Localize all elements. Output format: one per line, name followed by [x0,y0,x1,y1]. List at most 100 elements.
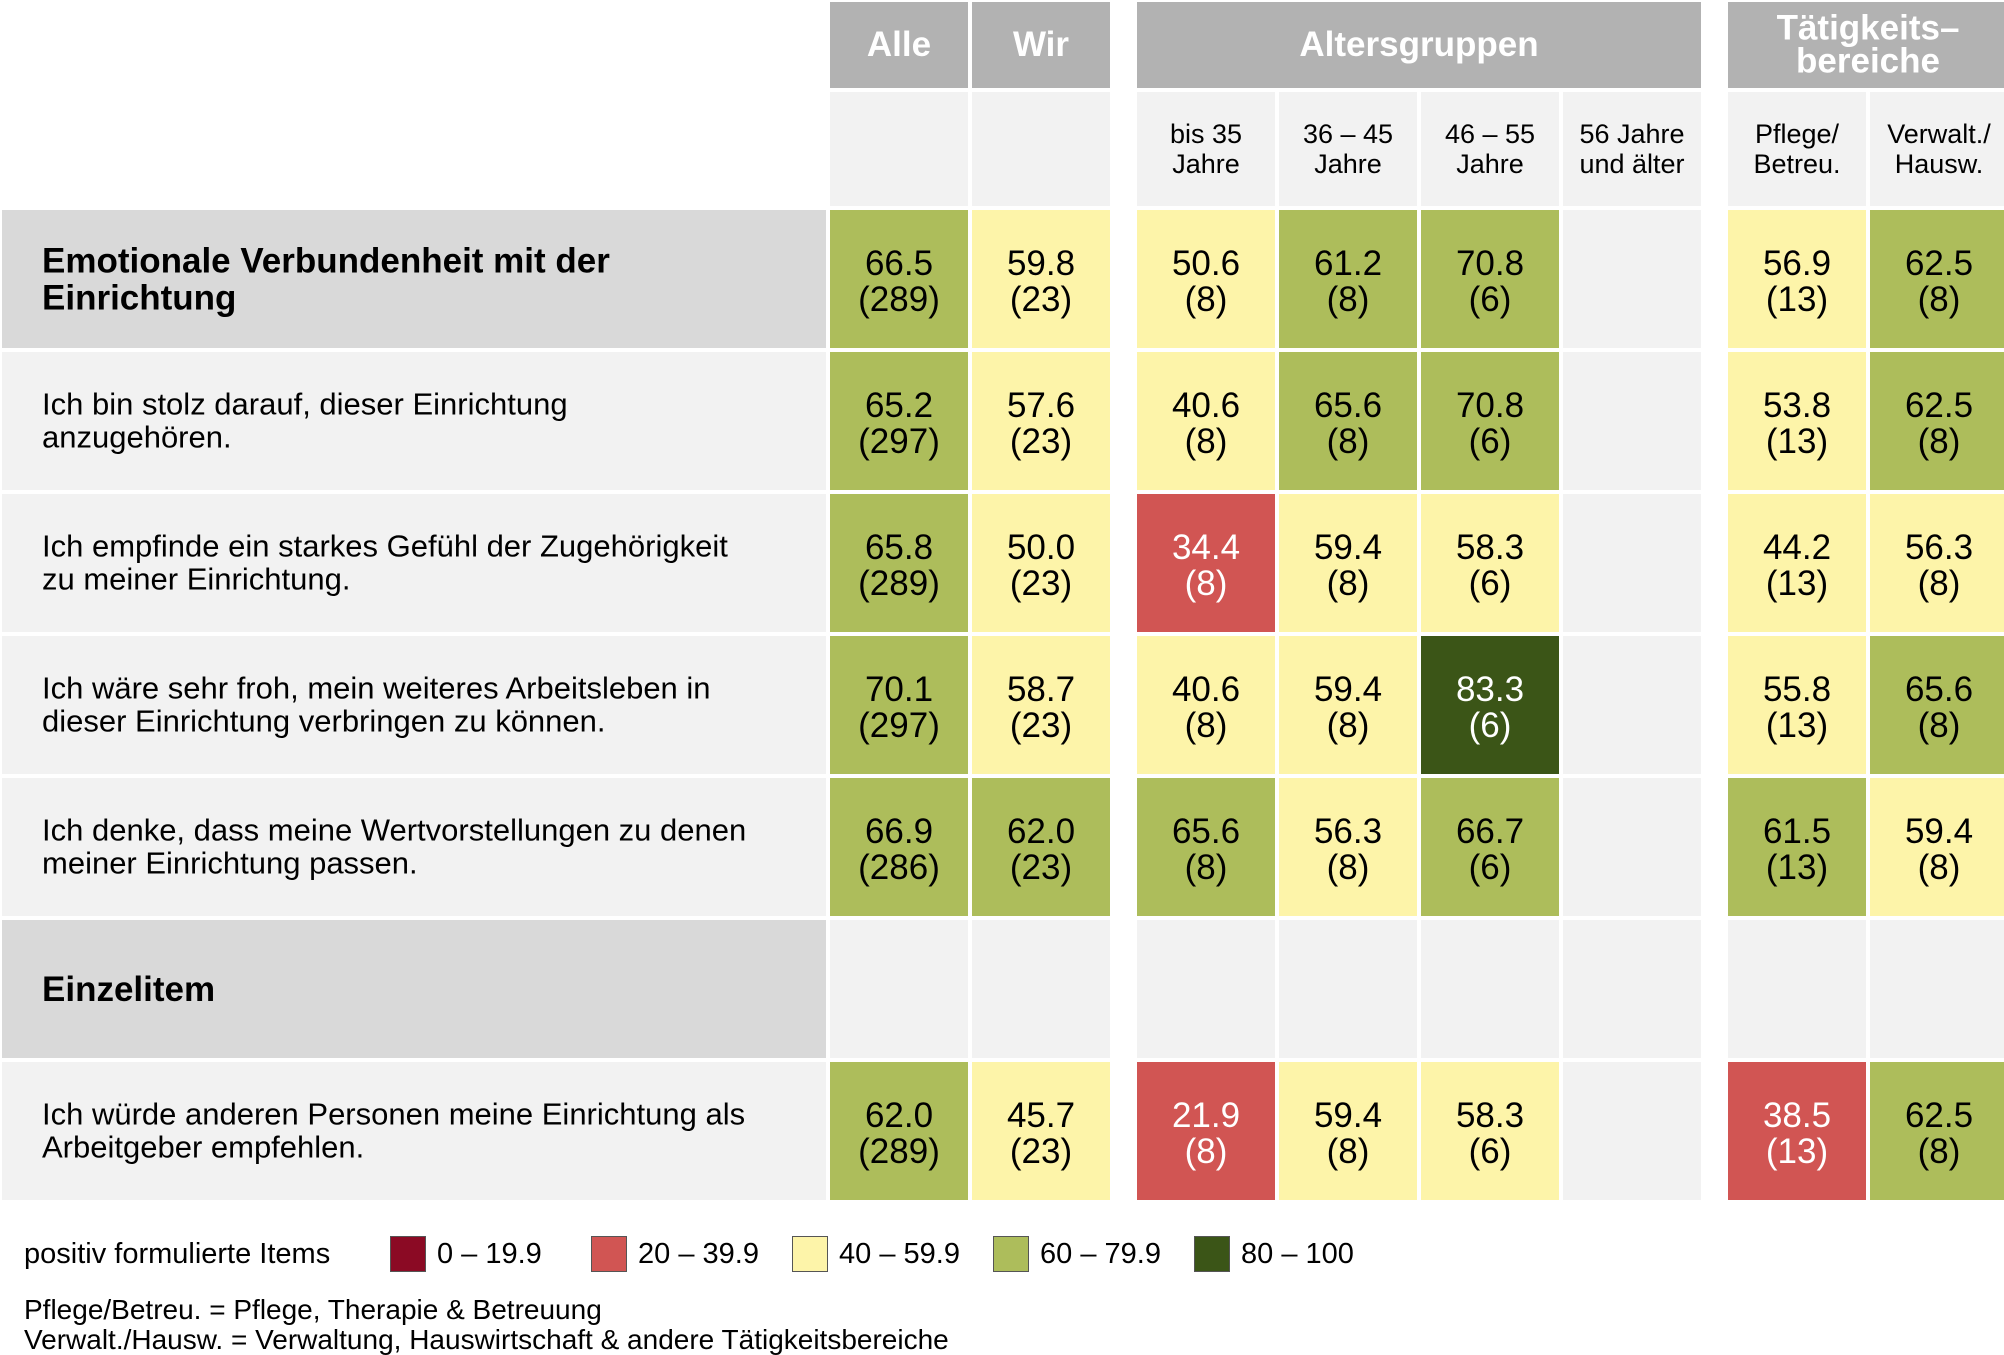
n-label: (8) [1918,564,1961,603]
legend-label-3: 60 – 79.9 [1040,1238,1161,1270]
value-cell [1563,352,1701,490]
header-alle-band [830,2,968,88]
value-cell [1728,352,1866,490]
n-label: (23) [1010,706,1072,745]
value-cell [1563,778,1701,916]
value-label: 59.4 [1905,812,1973,851]
value-cell [1728,920,1866,1058]
value-label: 62.5 [1905,244,1973,283]
value-cell [972,494,1110,632]
value-cell [1563,494,1701,632]
value-label: 44.2 [1763,528,1831,567]
n-label: (23) [1010,422,1072,461]
item-label-cell [2,494,826,632]
header-taet-label: Tätigkeits– bereiche [1777,9,1960,81]
n-label: (13) [1766,848,1828,887]
value-label: 65.2 [865,386,933,425]
value-cell [1870,1062,2004,1200]
value-label: 70.1 [865,670,933,709]
value-cell [1421,920,1559,1058]
header-wir-label: Wir [1013,25,1069,64]
value-label: 65.6 [1905,670,1973,709]
value-cell [1421,494,1559,632]
n-label: (8) [1185,422,1228,461]
subheader-cell-4 [1421,92,1559,206]
item-label-cell [2,636,826,774]
n-label: (286) [858,848,940,887]
subheader-cell-6 [1728,92,1866,206]
legend-title: positiv formulierte Items [24,1238,331,1270]
section-label: Emotionale Verbundenheit mit der Einricht… [42,242,610,318]
value-label: 55.8 [1763,670,1831,709]
value-cell [830,636,968,774]
value-cell [830,210,968,348]
value-cell [1563,636,1701,774]
legend-swatch-3 [993,1236,1029,1272]
value-cell [830,352,968,490]
value-label: 83.3 [1456,670,1524,709]
n-label: (8) [1918,706,1961,745]
value-label: 59.4 [1314,670,1382,709]
legend-swatch-4 [1194,1236,1230,1272]
n-label: (23) [1010,280,1072,319]
value-cell [1728,494,1866,632]
n-label: (13) [1766,564,1828,603]
n-label: (8) [1327,280,1370,319]
n-label: (8) [1918,1132,1961,1171]
value-label: 50.0 [1007,528,1075,567]
n-label: (8) [1327,564,1370,603]
n-label: (6) [1469,280,1512,319]
n-label: (6) [1469,706,1512,745]
value-label: 53.8 [1763,386,1831,425]
value-label: 66.9 [865,812,933,851]
item-label: Ich bin stolz darauf, dieser Einrichtung… [42,387,568,455]
item-label-cell [2,352,826,490]
value-cell [1728,778,1866,916]
value-cell [1137,210,1275,348]
value-cell [1563,210,1701,348]
section-label-cell [2,920,826,1058]
n-label: (13) [1766,1132,1828,1171]
header-alle-label: Alle [867,25,931,64]
n-label: (13) [1766,422,1828,461]
subheader-label-2: bis 35 Jahre [1170,119,1242,179]
legend-label-1: 20 – 39.9 [638,1238,759,1270]
value-label: 70.8 [1456,386,1524,425]
value-cell [972,920,1110,1058]
n-label: (8) [1918,422,1961,461]
n-label: (13) [1766,706,1828,745]
value-label: 21.9 [1172,1096,1240,1135]
value-label: 40.6 [1172,670,1240,709]
value-cell [1421,210,1559,348]
value-label: 70.8 [1456,244,1524,283]
value-label: 56.9 [1763,244,1831,283]
item-label: Ich wäre sehr froh, mein weiteres Arbeit… [42,671,711,739]
subheader-label-6: Pflege/Betreu. [1753,119,1840,179]
value-label: 40.6 [1172,386,1240,425]
value-label: 62.5 [1905,1096,1973,1135]
value-label: 58.3 [1456,1096,1524,1135]
subheader-label-5: 56 Jahre und älter [1579,119,1684,179]
value-cell [1137,1062,1275,1200]
value-label: 50.6 [1172,244,1240,283]
subheader-cell-0 [830,92,968,206]
n-label: (6) [1469,422,1512,461]
value-cell [830,494,968,632]
n-label: (23) [1010,848,1072,887]
header-alter-band [1137,2,1701,88]
value-cell [1870,352,2004,490]
section-label-cell [2,210,826,348]
value-cell [1870,920,2004,1058]
legend-swatch-0 [390,1236,426,1272]
value-cell [972,352,1110,490]
value-label: 59.4 [1314,1096,1382,1135]
subheader-cell-5 [1563,92,1701,206]
n-label: (289) [858,1132,940,1171]
value-cell [1279,1062,1417,1200]
value-label: 65.6 [1172,812,1240,851]
value-cell [1870,210,2004,348]
value-cell [1137,778,1275,916]
value-cell [1279,920,1417,1058]
subheader-label-7: Verwalt./Hausw. [1887,119,1991,179]
item-label-cell [2,778,826,916]
